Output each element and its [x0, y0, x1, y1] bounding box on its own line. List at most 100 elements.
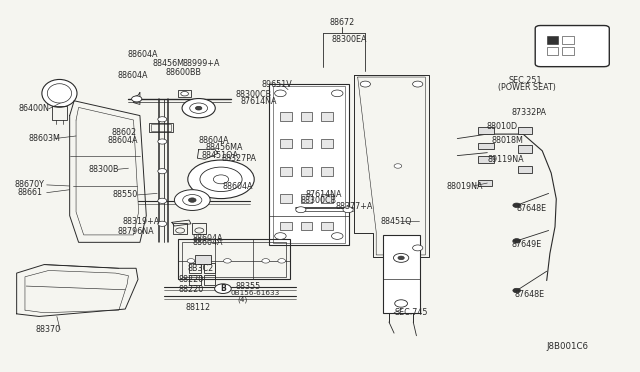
Text: (POWER SEAT): (POWER SEAT) [497, 83, 556, 92]
Text: SEC.745: SEC.745 [394, 308, 428, 317]
Bar [383, 235, 420, 313]
Bar [280, 112, 292, 121]
Bar [280, 222, 292, 231]
Text: 87648E: 87648E [515, 290, 545, 299]
Bar [52, 106, 67, 120]
Text: 88603M: 88603M [28, 134, 60, 143]
Text: 88451QA: 88451QA [202, 151, 239, 160]
Circle shape [158, 169, 167, 174]
Circle shape [158, 139, 167, 144]
Bar [151, 125, 172, 131]
Circle shape [213, 175, 228, 184]
Text: 88355: 88355 [236, 282, 261, 291]
Text: 88604A: 88604A [127, 50, 157, 59]
Bar [321, 194, 333, 203]
Circle shape [275, 233, 286, 239]
Bar [301, 167, 312, 176]
Bar [547, 36, 558, 44]
Text: 88010D: 88010D [486, 122, 517, 131]
Bar [189, 275, 200, 285]
Bar [562, 36, 573, 44]
Bar [182, 241, 286, 277]
Text: 88300EA: 88300EA [332, 35, 367, 44]
Circle shape [189, 103, 207, 113]
Bar [321, 112, 333, 121]
Text: 88672: 88672 [330, 19, 355, 28]
Text: J8B001C6: J8B001C6 [547, 341, 589, 350]
Text: SEC.251: SEC.251 [508, 76, 542, 85]
Circle shape [413, 81, 423, 87]
Circle shape [398, 256, 404, 260]
Text: 88670Y: 88670Y [15, 180, 45, 189]
Text: 88112: 88112 [186, 303, 211, 312]
Text: 88604A: 88604A [108, 136, 138, 145]
Bar [280, 167, 292, 176]
Bar [178, 239, 290, 279]
Text: 87648E: 87648E [516, 204, 547, 213]
Text: 88604A: 88604A [223, 182, 253, 190]
Bar [195, 254, 211, 264]
Circle shape [223, 259, 231, 263]
Text: 88604A: 88604A [192, 238, 223, 247]
Text: 88602: 88602 [111, 128, 136, 137]
Circle shape [200, 167, 242, 192]
Bar [301, 112, 312, 121]
Circle shape [188, 160, 254, 199]
Text: (4): (4) [237, 296, 247, 303]
Circle shape [158, 221, 167, 227]
Text: 86400N: 86400N [19, 105, 49, 113]
Text: 88600BB: 88600BB [166, 68, 202, 77]
Text: 88377+A: 88377+A [335, 202, 372, 211]
Text: 88550: 88550 [113, 190, 138, 199]
Circle shape [275, 90, 286, 97]
Bar [478, 156, 494, 163]
Circle shape [174, 190, 210, 211]
Bar [562, 47, 573, 55]
Text: 88300CB: 88300CB [236, 90, 272, 99]
Circle shape [394, 164, 402, 168]
Circle shape [332, 90, 343, 97]
Circle shape [360, 81, 371, 87]
Bar [273, 86, 345, 243]
Ellipse shape [47, 84, 72, 103]
Circle shape [182, 195, 202, 206]
Bar [173, 223, 187, 234]
Bar [301, 194, 312, 203]
Bar [204, 275, 215, 285]
Text: 89119NA: 89119NA [487, 155, 524, 164]
Circle shape [513, 288, 520, 293]
Circle shape [180, 92, 188, 96]
Text: 88220: 88220 [178, 275, 204, 284]
Text: 88018M: 88018M [491, 136, 523, 145]
Circle shape [188, 198, 196, 202]
Bar [269, 84, 349, 245]
Text: 87332PA: 87332PA [511, 108, 547, 117]
Bar [478, 180, 492, 186]
Text: 88451Q: 88451Q [381, 217, 412, 226]
Bar [301, 222, 312, 231]
Bar [321, 139, 333, 148]
Circle shape [394, 253, 409, 262]
Ellipse shape [42, 80, 77, 107]
Text: 88220: 88220 [178, 285, 204, 294]
Circle shape [343, 207, 353, 213]
Text: 88019NA: 88019NA [447, 182, 483, 190]
Bar [478, 127, 494, 134]
Text: 88604A: 88604A [118, 71, 148, 80]
Circle shape [513, 238, 520, 243]
Text: B: B [220, 284, 226, 293]
Text: 88796NA: 88796NA [118, 227, 154, 236]
Circle shape [278, 259, 285, 263]
Circle shape [395, 300, 408, 307]
Bar [321, 167, 333, 176]
Text: 88661: 88661 [18, 188, 43, 197]
Bar [178, 90, 191, 97]
Circle shape [214, 284, 231, 294]
Text: 87649E: 87649E [511, 240, 542, 249]
Bar [149, 124, 173, 132]
Text: 88300CB: 88300CB [301, 196, 337, 205]
Bar [518, 145, 532, 153]
Text: 88604A: 88604A [198, 136, 229, 145]
Bar [518, 166, 532, 173]
Circle shape [413, 245, 423, 251]
